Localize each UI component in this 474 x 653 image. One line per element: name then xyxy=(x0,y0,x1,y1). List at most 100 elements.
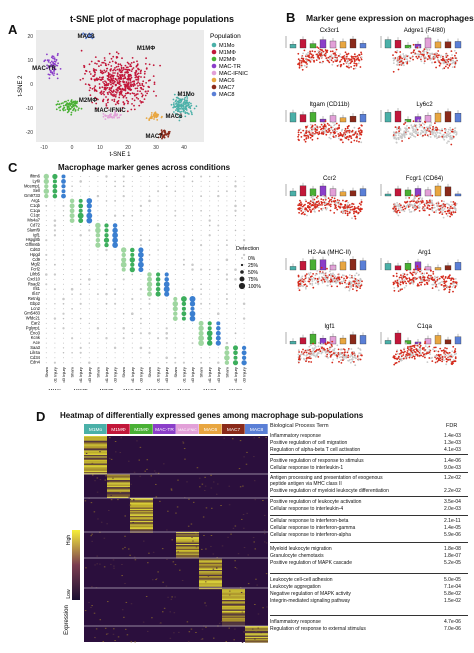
gene-box xyxy=(454,262,462,271)
gene-map-point xyxy=(348,208,351,210)
dotplot-dot xyxy=(226,254,228,256)
dotplot-dot xyxy=(174,225,176,226)
dotplot-dot xyxy=(45,264,47,266)
tsne-point xyxy=(102,61,105,64)
gene-box xyxy=(359,188,367,197)
dotplot-dot xyxy=(63,220,64,222)
dotplot-dot xyxy=(191,263,194,266)
tsne-point xyxy=(106,83,108,85)
dotplot-dot xyxy=(131,347,133,349)
tsne-point xyxy=(136,90,139,92)
heatmap-noise xyxy=(171,539,174,541)
gene-map-point xyxy=(298,66,301,69)
dotplot-dot xyxy=(131,210,133,212)
tsne-point xyxy=(145,117,148,119)
heatmap-noise xyxy=(136,440,138,442)
tsne-point xyxy=(68,109,70,112)
gene-map-point xyxy=(316,126,319,128)
gene-map-point xyxy=(360,198,363,201)
tsne-point xyxy=(122,81,125,84)
tsne-point xyxy=(121,94,124,97)
dotplot-dot xyxy=(71,185,73,188)
dotplot-dot xyxy=(234,278,237,281)
gene-map-point xyxy=(394,280,397,283)
dotplot-dot xyxy=(88,180,90,182)
dotplot-gene-label: Igf1 xyxy=(33,232,41,237)
tsne-point xyxy=(126,72,129,74)
tsne-point xyxy=(73,104,75,107)
gene-map-point xyxy=(297,284,300,287)
gene-map-point xyxy=(341,352,343,354)
gene-map-point xyxy=(322,347,325,350)
tsne-point xyxy=(96,79,99,81)
tsne-point xyxy=(103,90,105,93)
gene-map-point xyxy=(324,207,327,209)
dotplot-dot xyxy=(79,346,82,349)
gene-map-point xyxy=(317,206,320,209)
gene-map-point xyxy=(304,277,307,280)
gene-map-point xyxy=(420,55,423,58)
dotplot-dot xyxy=(106,342,107,344)
gene-map-point xyxy=(324,197,327,200)
gene-map-point xyxy=(311,280,314,282)
heatmap-noise xyxy=(194,531,196,533)
dotplot-dot xyxy=(200,254,202,256)
dotplot-dot xyxy=(225,297,228,301)
dotplot-dot xyxy=(191,210,194,212)
dotplot-dot xyxy=(243,229,245,231)
tsne-point xyxy=(102,115,105,118)
heatmap-noise xyxy=(115,451,117,453)
dotplot-dot xyxy=(181,311,187,317)
dotplot-dot xyxy=(54,215,56,217)
tsne-point xyxy=(119,74,122,77)
dotplot-dot xyxy=(157,249,159,251)
tsne-point xyxy=(137,72,140,75)
dotplot-dot xyxy=(106,327,107,329)
gene-map-point xyxy=(310,126,313,128)
dotplot-dot xyxy=(71,303,73,305)
dotplot-x-label: d1 Injury xyxy=(104,367,109,382)
gene-box xyxy=(434,41,442,49)
heatmap-noise xyxy=(246,512,248,514)
gene-map-point xyxy=(414,272,417,274)
gene-name: Arg1 xyxy=(418,249,432,256)
tsne-point xyxy=(184,115,187,118)
gene-map-point xyxy=(452,362,454,365)
gene-map-point xyxy=(318,277,321,280)
tsne-point xyxy=(50,65,53,68)
heatmap-noise xyxy=(205,548,207,550)
gene-map-point xyxy=(324,120,327,122)
tsne-point xyxy=(142,101,144,103)
dotplot-dot xyxy=(235,308,236,310)
gene-map-point xyxy=(355,62,357,65)
gene-box xyxy=(359,335,367,345)
heatmap-noise xyxy=(258,436,260,438)
dotplot-dot xyxy=(131,244,133,246)
tsne-point xyxy=(172,106,175,109)
gene-map-point xyxy=(422,131,425,133)
heatmap-noise xyxy=(177,479,179,481)
dotplot-dot xyxy=(77,212,84,219)
tsne-point xyxy=(46,59,49,62)
gene-map-point xyxy=(313,127,316,129)
dotplot-dot xyxy=(200,347,202,349)
dotplot-dot xyxy=(166,244,168,246)
gene-map-point xyxy=(429,52,431,55)
gene-map-point xyxy=(354,364,357,367)
tsne-point xyxy=(113,114,115,117)
tsne-point xyxy=(94,71,96,74)
dotplot-dot xyxy=(130,252,135,257)
dotplot-dot xyxy=(157,357,159,359)
dotplot-dot xyxy=(63,332,64,334)
dotplot-dot xyxy=(71,239,73,241)
tsne-point xyxy=(127,102,129,105)
heatmap-cell xyxy=(84,457,107,459)
tsne-x-tick: -10 xyxy=(40,145,47,151)
gene-map-point xyxy=(454,350,456,352)
gene-map-point xyxy=(454,348,457,350)
gene-map-point xyxy=(323,195,326,198)
dotplot-dot xyxy=(97,337,99,339)
tsne-point xyxy=(140,101,143,104)
dotplot-dot xyxy=(207,321,212,326)
dotplot-dot xyxy=(200,293,202,295)
